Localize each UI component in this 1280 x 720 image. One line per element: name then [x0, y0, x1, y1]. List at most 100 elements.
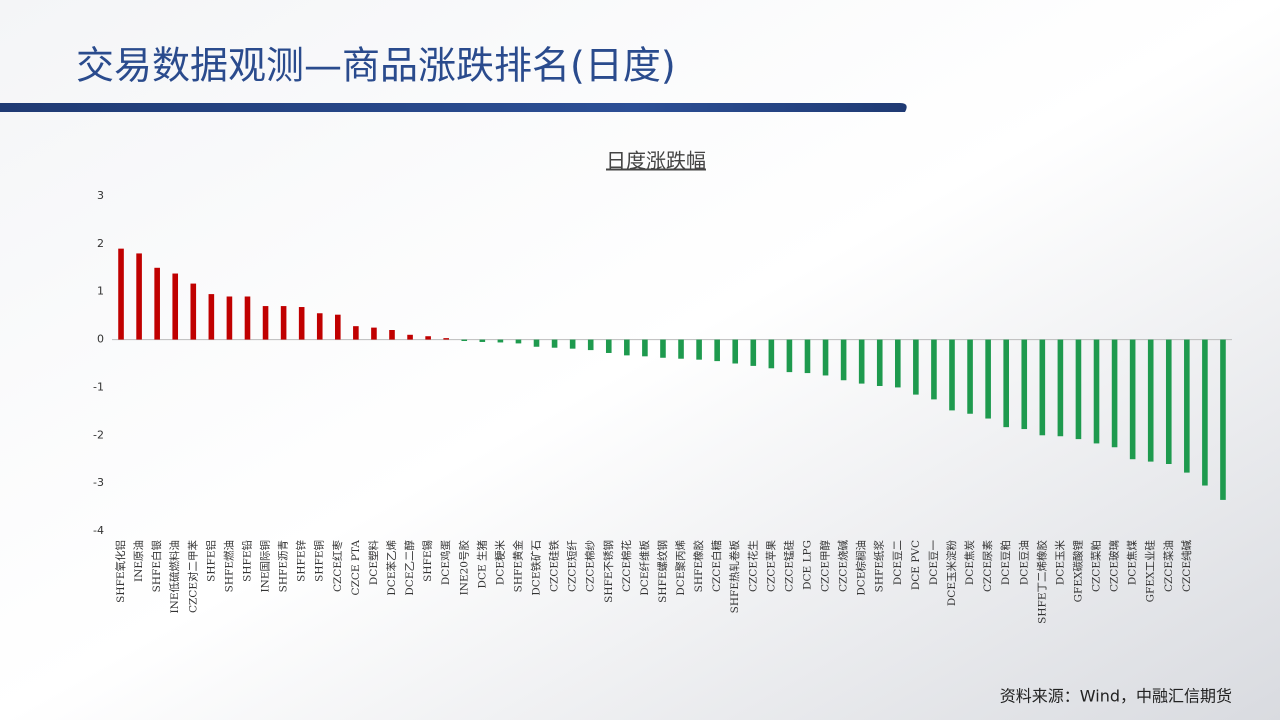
bar: [316, 313, 323, 340]
x-tick-label: INE20号胶: [457, 540, 470, 596]
bar: [298, 307, 305, 340]
x-tick-label: DCE豆一: [928, 540, 940, 586]
y-tick-label: -3: [93, 476, 104, 489]
x-tick-label: CZCE短纤: [566, 540, 579, 593]
x-tick-label: CZCE菜粕: [1090, 540, 1103, 592]
x-tick-label: CZCE硅铁: [548, 540, 561, 593]
x-tick-label: CZCE棉花: [620, 540, 633, 593]
bar: [533, 339, 540, 347]
bar: [244, 296, 251, 340]
bar: [949, 339, 955, 411]
x-tick-label: SHFE丁二烯橡胶: [1035, 540, 1048, 624]
x-tick-label: DCE焦煤: [1126, 540, 1139, 586]
y-tick-label: 3: [97, 189, 104, 202]
bar: [876, 339, 883, 386]
x-tick-label: CZCE尿素: [981, 540, 994, 592]
bar: [172, 273, 179, 340]
x-tick-label: INE国际铜: [260, 540, 272, 593]
x-tick-label: SHFE螺纹钢: [656, 540, 669, 603]
x-tick-label: SHFE锌: [295, 540, 308, 582]
bar: [624, 339, 630, 356]
bar: [605, 339, 612, 353]
bar: [1147, 339, 1154, 462]
bar: [551, 339, 558, 348]
x-tick-label: CZCE锰硅: [782, 540, 795, 593]
x-tick-label: SHFE橡胶: [692, 540, 705, 593]
x-tick-label: SHFE铝: [204, 540, 217, 582]
x-tick-label: SHFE铅: [240, 540, 253, 582]
x-tick-label: INE原油: [132, 540, 145, 582]
x-tick-label: CZCE白糖: [710, 540, 723, 593]
y-tick-label: -4: [93, 524, 104, 537]
x-tick-label: DCE豆油: [1017, 540, 1030, 585]
bar: [804, 339, 811, 374]
bar: [226, 296, 233, 340]
x-tick-label: GFEX碳酸锂: [1071, 540, 1084, 603]
x-tick-label: SHFE黄金: [511, 540, 524, 593]
bar: [1165, 339, 1172, 464]
bar: [822, 339, 829, 376]
bar: [280, 306, 287, 340]
bar: [208, 294, 215, 340]
bar: [154, 267, 160, 340]
x-tick-label: SHFE白银: [150, 540, 163, 593]
x-tick-label: DCE聚丙烯: [674, 540, 687, 596]
bar: [985, 339, 991, 419]
x-tick-label: DCE塑料: [367, 540, 380, 586]
bar: [371, 327, 377, 340]
bar: [967, 339, 973, 414]
bar: [642, 339, 648, 357]
bar: [335, 314, 341, 340]
x-tick-label: DCE焦炭: [963, 540, 976, 586]
x-tick-label: DCE棕榈油: [855, 540, 868, 596]
x-tick-label: DCE乙二醇: [403, 540, 416, 596]
bar: [895, 339, 901, 388]
x-tick-label: CZCE棉纱: [584, 540, 597, 593]
bar: [497, 339, 504, 343]
x-tick-label: CZCE纯碱: [1180, 540, 1193, 593]
x-tick-label: DCE PVC: [910, 540, 922, 590]
bar: [1057, 339, 1064, 437]
bar: [1021, 339, 1028, 430]
bar: [858, 339, 865, 384]
bar: [840, 339, 847, 381]
title-band: [0, 103, 907, 112]
bar: [714, 339, 720, 362]
chart-title: 日度涨跌幅: [606, 149, 706, 173]
x-tick-label: SHFE燃油: [222, 540, 235, 592]
source-note: 资料来源：Wind，中融汇信期货: [1000, 687, 1232, 706]
bar: [118, 248, 124, 340]
page-title: 交易数据观测—商品涨跌排名(日度): [76, 44, 676, 88]
bar: [389, 330, 395, 340]
x-tick-label: CZCE PTA: [350, 540, 362, 596]
x-tick-label: DCE豆二: [892, 540, 904, 585]
x-tick-label: DCE纤维板: [638, 540, 651, 596]
x-tick-label: DCE玉米淀粉: [945, 540, 958, 607]
bar: [732, 339, 739, 364]
x-tick-label: SHFE纸浆: [873, 540, 886, 593]
x-tick-label: CZCE烧碱: [837, 540, 850, 593]
bar: [1184, 339, 1190, 473]
x-tick-label: SHFE不锈钢: [602, 540, 615, 603]
x-tick-label: CZCE对二甲苯: [186, 540, 199, 614]
bar: [425, 336, 431, 340]
x-tick-label: DCE苯乙烯: [385, 540, 398, 596]
y-tick-label: 1: [97, 285, 104, 298]
bar: [407, 334, 413, 340]
bar: [678, 339, 684, 359]
x-tick-label: CZCE花生: [746, 540, 759, 592]
bar: [1220, 339, 1226, 500]
bar: [931, 339, 937, 400]
bar: [1003, 339, 1009, 428]
x-tick-label: SHFE铜: [314, 540, 326, 582]
bar: [1075, 339, 1082, 440]
bar: [515, 339, 522, 344]
x-tick-label: CZCE甲醇: [819, 540, 832, 593]
x-tick-label: DCE铁矿石: [530, 540, 543, 596]
x-tick-label: DCE 生猪: [475, 540, 488, 589]
bar: [479, 339, 486, 342]
x-tick-label: DCE LPG: [801, 540, 813, 590]
x-tick-label: DCE粳米: [493, 540, 506, 586]
